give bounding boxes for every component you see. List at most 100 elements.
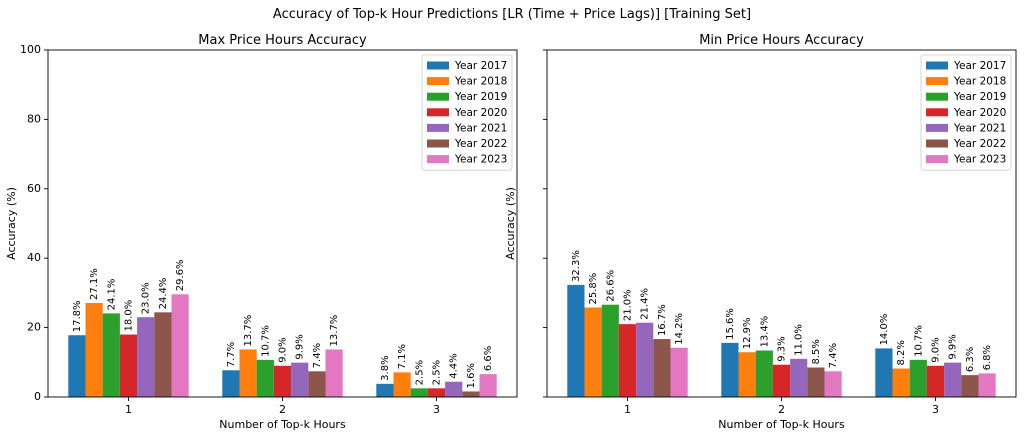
bar-value-label: 9.9% [295,334,306,359]
legend-swatch [427,139,449,148]
legend-label: Year 2022 [454,138,507,150]
x-tick-label: 3 [932,403,939,416]
bar-value-label: 29.6% [175,260,186,292]
bar-year-2021-k1 [636,322,654,397]
x-axis-label: Number of Top-k Hours [219,418,346,431]
bar-year-2018-k3 [393,372,411,397]
legend-label: Year 2023 [454,154,507,166]
y-axis-label: Accuracy (%) [504,187,517,260]
bar-year-2019-k2 [755,350,773,397]
bar-value-label: 15.6% [725,308,736,340]
bar-year-2021-k1 [137,317,155,397]
y-tick-label: 0 [34,390,41,403]
bar-value-label: 25.8% [588,273,599,305]
bar-value-label: 7.1% [397,344,408,369]
bar-value-label: 1.6% [466,363,477,388]
chart-panel-1: Max Price Hours Accuracy17.8%7.7%3.8%27.… [5,33,518,431]
bar-value-label: 12.9% [742,317,753,349]
bar-year-2021-k2 [790,358,808,397]
bar-value-label: 18.0% [124,300,135,332]
legend-swatch [926,77,948,86]
legend-swatch [926,92,948,101]
y-tick-label: 40 [27,251,41,264]
legend-swatch [427,92,449,101]
legend-label: Year 2022 [953,138,1006,150]
bar-value-label: 21.0% [623,289,634,321]
legend-label: Year 2019 [953,91,1006,103]
x-axis-label: Number of Top-k Hours [718,418,845,431]
bar-year-2019-k3 [909,359,927,397]
bar-value-label: 7.4% [828,343,839,368]
bar-year-2023-k2 [824,371,842,397]
bar-year-2023-k3 [978,373,996,397]
x-tick-label: 3 [433,403,440,416]
legend-swatch [427,61,449,70]
bar-year-2022-k3 [462,391,480,397]
bar-year-2018-k2 [738,352,756,397]
legend-label: Year 2023 [953,154,1006,166]
bar-year-2022-k2 [308,371,326,397]
bar-value-label: 17.8% [72,300,83,332]
legend-swatch [427,123,449,132]
bar-year-2018-k3 [892,368,910,397]
bar-year-2018-k2 [239,349,257,397]
bar-value-label: 24.1% [106,279,117,311]
bar-year-2022-k1 [154,312,172,397]
legend-label: Year 2021 [454,122,507,134]
x-tick-label: 1 [624,403,631,416]
bar-value-label: 10.7% [913,325,924,357]
legend-label: Year 2019 [454,91,507,103]
legend-swatch [427,108,449,117]
legend-label: Year 2021 [953,122,1006,134]
bar-year-2023-k2 [325,349,343,397]
bar-value-label: 6.6% [483,346,494,371]
bar-value-label: 9.3% [777,336,788,361]
chart-panel-2: Min Price Hours Accuracy 32.3% 15.6% 14.0% 2… [504,33,1017,431]
legend-label: Year 2020 [953,107,1006,119]
legend: Year 2017 Year 2018 Year 2019 Year 2020 Year… [421,54,513,171]
bar-year-2023-k1 [670,347,688,397]
bar-value-label: 14.0% [879,314,890,346]
bar-year-2020-k2 [772,364,791,397]
bar-value-label: 10.7% [260,325,271,357]
legend: Year 2017 Year 2018 Year 2019 Year 2020 Year… [920,54,1012,171]
bar-year-2023-k1 [171,294,189,397]
bar-value-label: 7.7% [226,342,237,367]
bar-value-label: 9.9% [948,334,959,359]
bar-year-2020-k1 [119,334,138,397]
bar-year-2018-k1 [584,307,602,397]
bar-year-2017-k2 [222,370,240,397]
bar-value-label: 8.2% [896,340,907,365]
bar-value-label: 9.0% [931,337,942,362]
legend-label: Year 2018 [454,76,507,88]
bar-value-label: 8.5% [811,339,822,364]
bar-year-2020-k3 [427,388,446,397]
bar-value-label: 16.7% [657,304,668,336]
chart-title: Min Price Hours Accuracy [699,33,864,48]
bar-value-label: 13.7% [329,315,340,347]
legend-label: Year 2017 [953,60,1006,72]
bar-value-label: 23.0% [141,282,152,314]
figure-suptitle: Accuracy of Top-k Hour Predictions [LR (… [273,7,751,22]
bar-year-2019-k3 [410,388,428,397]
bar-value-label: 32.3% [571,250,582,282]
legend-swatch [427,155,449,164]
bar-year-2017-k3 [376,383,394,397]
bar-value-label: 6.3% [965,347,976,372]
bar-value-label: 6.8% [982,345,993,370]
x-tick-label: 2 [279,403,286,416]
bar-year-2018-k1 [85,302,103,397]
bar-year-2017-k1 [567,284,585,397]
bar-value-label: 26.6% [605,270,616,302]
bar-year-2022-k2 [807,367,825,397]
bar-value-label: 21.4% [640,288,651,320]
bar-value-label: 4.4% [449,353,460,378]
legend-swatch [427,77,449,86]
bar-year-2019-k1 [102,313,120,397]
bar-year-2022-k3 [961,375,979,397]
y-tick-label: 60 [27,182,41,195]
bar-year-2020-k1 [618,324,637,397]
y-tick-label: 100 [20,43,41,56]
legend-label: Year 2020 [454,107,507,119]
